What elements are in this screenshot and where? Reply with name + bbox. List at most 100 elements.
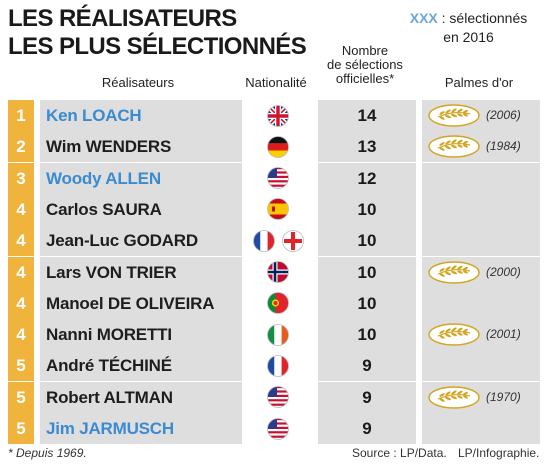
header-selections-line-2: de sélections bbox=[327, 57, 403, 72]
legend-text: : sélectionnés bbox=[437, 10, 528, 26]
header-palmes: Palmes d'or bbox=[444, 75, 514, 90]
page-title: LES RÉALISATEURS LES PLUS SÉLECTIONNÉS bbox=[8, 5, 307, 61]
rank-badge: 5 bbox=[8, 381, 34, 413]
switzerland-flag-icon bbox=[281, 229, 304, 252]
footnote: * Depuis 1969. bbox=[8, 446, 87, 460]
palme-year: (2006) bbox=[486, 108, 521, 122]
france-flag-icon bbox=[267, 354, 289, 377]
rank-badge: 5 bbox=[8, 350, 34, 382]
header-selections-line-1: Nombre bbox=[341, 43, 389, 58]
palme-dor-icon bbox=[428, 260, 480, 284]
nationality-flags bbox=[242, 257, 314, 288]
table-row: 4 Manoel DE OLIVEIRA 10 bbox=[4, 287, 541, 319]
selections-count: 9 bbox=[318, 381, 416, 413]
palme-cell: (2000) bbox=[422, 256, 540, 288]
palme-cell bbox=[422, 225, 540, 257]
director-name: Manoel DE OLIVEIRA bbox=[40, 287, 242, 319]
header-selections-line-3: officielles* bbox=[335, 71, 395, 86]
usa-flag-icon bbox=[267, 386, 289, 409]
director-name: Wim WENDERS bbox=[40, 131, 242, 163]
uk-flag-icon bbox=[267, 104, 289, 127]
nationality-flags bbox=[242, 413, 314, 444]
director-name: Carlos SAURA bbox=[40, 193, 242, 225]
table-row: 1 Ken LOACH 14 (2006) bbox=[4, 100, 541, 131]
rank-badge: 4 bbox=[8, 193, 34, 225]
director-name: Woody ALLEN bbox=[40, 162, 242, 194]
director-name: Jean-Luc GODARD bbox=[40, 225, 242, 257]
table-row: 4 Carlos SAURA 10 bbox=[4, 193, 541, 225]
director-name: Ken LOACH bbox=[40, 100, 242, 131]
palme-cell bbox=[422, 287, 540, 319]
rank-badge: 4 bbox=[8, 256, 34, 288]
rank-badge: 4 bbox=[8, 319, 34, 351]
usa-flag-icon bbox=[267, 417, 289, 440]
selections-count: 10 bbox=[318, 287, 416, 319]
table-row: 3 Woody ALLEN 12 bbox=[4, 162, 541, 194]
table-row: 5 Jim JARMUSCH 9 bbox=[4, 413, 541, 444]
table-row: 5 Robert ALTMAN 9 (1970) bbox=[4, 381, 541, 413]
director-name: Lars VON TRIER bbox=[40, 256, 242, 288]
selections-count: 13 bbox=[318, 131, 416, 163]
table-row: 2 Wim WENDERS 13 (1984) bbox=[4, 131, 541, 163]
table-row: 4 Lars VON TRIER 10 (2000) bbox=[4, 256, 541, 288]
palme-cell bbox=[422, 193, 540, 225]
rank-badge: 1 bbox=[8, 100, 34, 131]
legend-marker: XXX bbox=[409, 10, 438, 26]
palme-year: (2001) bbox=[486, 327, 521, 342]
palme-year: (2000) bbox=[486, 264, 521, 279]
title-line-2: LES PLUS SÉLECTIONNÉS bbox=[8, 33, 307, 60]
rank-badge: 4 bbox=[8, 287, 34, 319]
nationality-flags bbox=[242, 225, 314, 256]
palme-cell bbox=[422, 350, 540, 382]
selections-count: 10 bbox=[318, 225, 416, 257]
selections-count: 9 bbox=[318, 350, 416, 382]
nationality-flags bbox=[242, 194, 314, 225]
selections-count: 10 bbox=[318, 319, 416, 351]
palme-year: (1970) bbox=[486, 389, 521, 404]
rank-badge: 5 bbox=[8, 413, 34, 444]
selections-count: 14 bbox=[318, 100, 416, 131]
nationality-flags bbox=[242, 319, 314, 350]
palme-cell bbox=[422, 162, 540, 194]
rank-badge: 4 bbox=[8, 225, 34, 257]
selections-count: 9 bbox=[318, 413, 416, 444]
palme-dor-icon bbox=[428, 104, 480, 127]
nationality-flags bbox=[242, 100, 314, 131]
norway-flag-icon bbox=[267, 261, 289, 283]
palme-cell: (1984) bbox=[422, 131, 540, 163]
nationality-flags bbox=[242, 382, 314, 413]
director-name: Nanni MORETTI bbox=[40, 319, 242, 351]
header-directors: Réalisateurs bbox=[101, 75, 175, 90]
palme-cell: (2001) bbox=[422, 319, 540, 351]
source: Source : LP/Data. bbox=[352, 446, 447, 460]
credit: LP/Infographie. bbox=[458, 446, 540, 460]
legend-line-2: en 2016 bbox=[443, 29, 494, 45]
header-selections: Nombre de sélections officielles* bbox=[314, 44, 416, 86]
nationality-flags bbox=[242, 163, 314, 194]
france-flag-icon bbox=[252, 229, 275, 252]
palme-year: (1984) bbox=[486, 139, 521, 154]
palme-dor-icon bbox=[428, 135, 480, 158]
director-name: André TÉCHINÉ bbox=[40, 350, 242, 382]
table-row: 4 Nanni MORETTI 10 (2001) bbox=[4, 319, 541, 351]
palme-dor-icon bbox=[428, 385, 480, 409]
director-name: Jim JARMUSCH bbox=[40, 413, 242, 444]
header-nationality: Nationalité bbox=[245, 75, 307, 90]
palme-dor-icon bbox=[428, 323, 480, 346]
spain-flag-icon bbox=[267, 198, 289, 221]
selections-count: 10 bbox=[318, 256, 416, 288]
selections-count: 10 bbox=[318, 193, 416, 225]
selections-count: 12 bbox=[318, 162, 416, 194]
portugal-flag-icon bbox=[267, 292, 289, 315]
italy-flag-icon bbox=[267, 323, 289, 346]
rank-badge: 3 bbox=[8, 162, 34, 194]
palme-cell: (2006) bbox=[422, 100, 540, 131]
palme-cell bbox=[422, 413, 540, 444]
title-line-1: LES RÉALISATEURS bbox=[8, 5, 237, 32]
table-row: 4 Jean-Luc GODARD 10 bbox=[4, 225, 541, 257]
table-row: 5 André TÉCHINÉ 9 bbox=[4, 350, 541, 382]
nationality-flags bbox=[242, 288, 314, 319]
director-name: Robert ALTMAN bbox=[40, 381, 242, 413]
legend: XXX : sélectionnés en 2016 bbox=[396, 9, 541, 47]
nationality-flags bbox=[242, 131, 314, 162]
